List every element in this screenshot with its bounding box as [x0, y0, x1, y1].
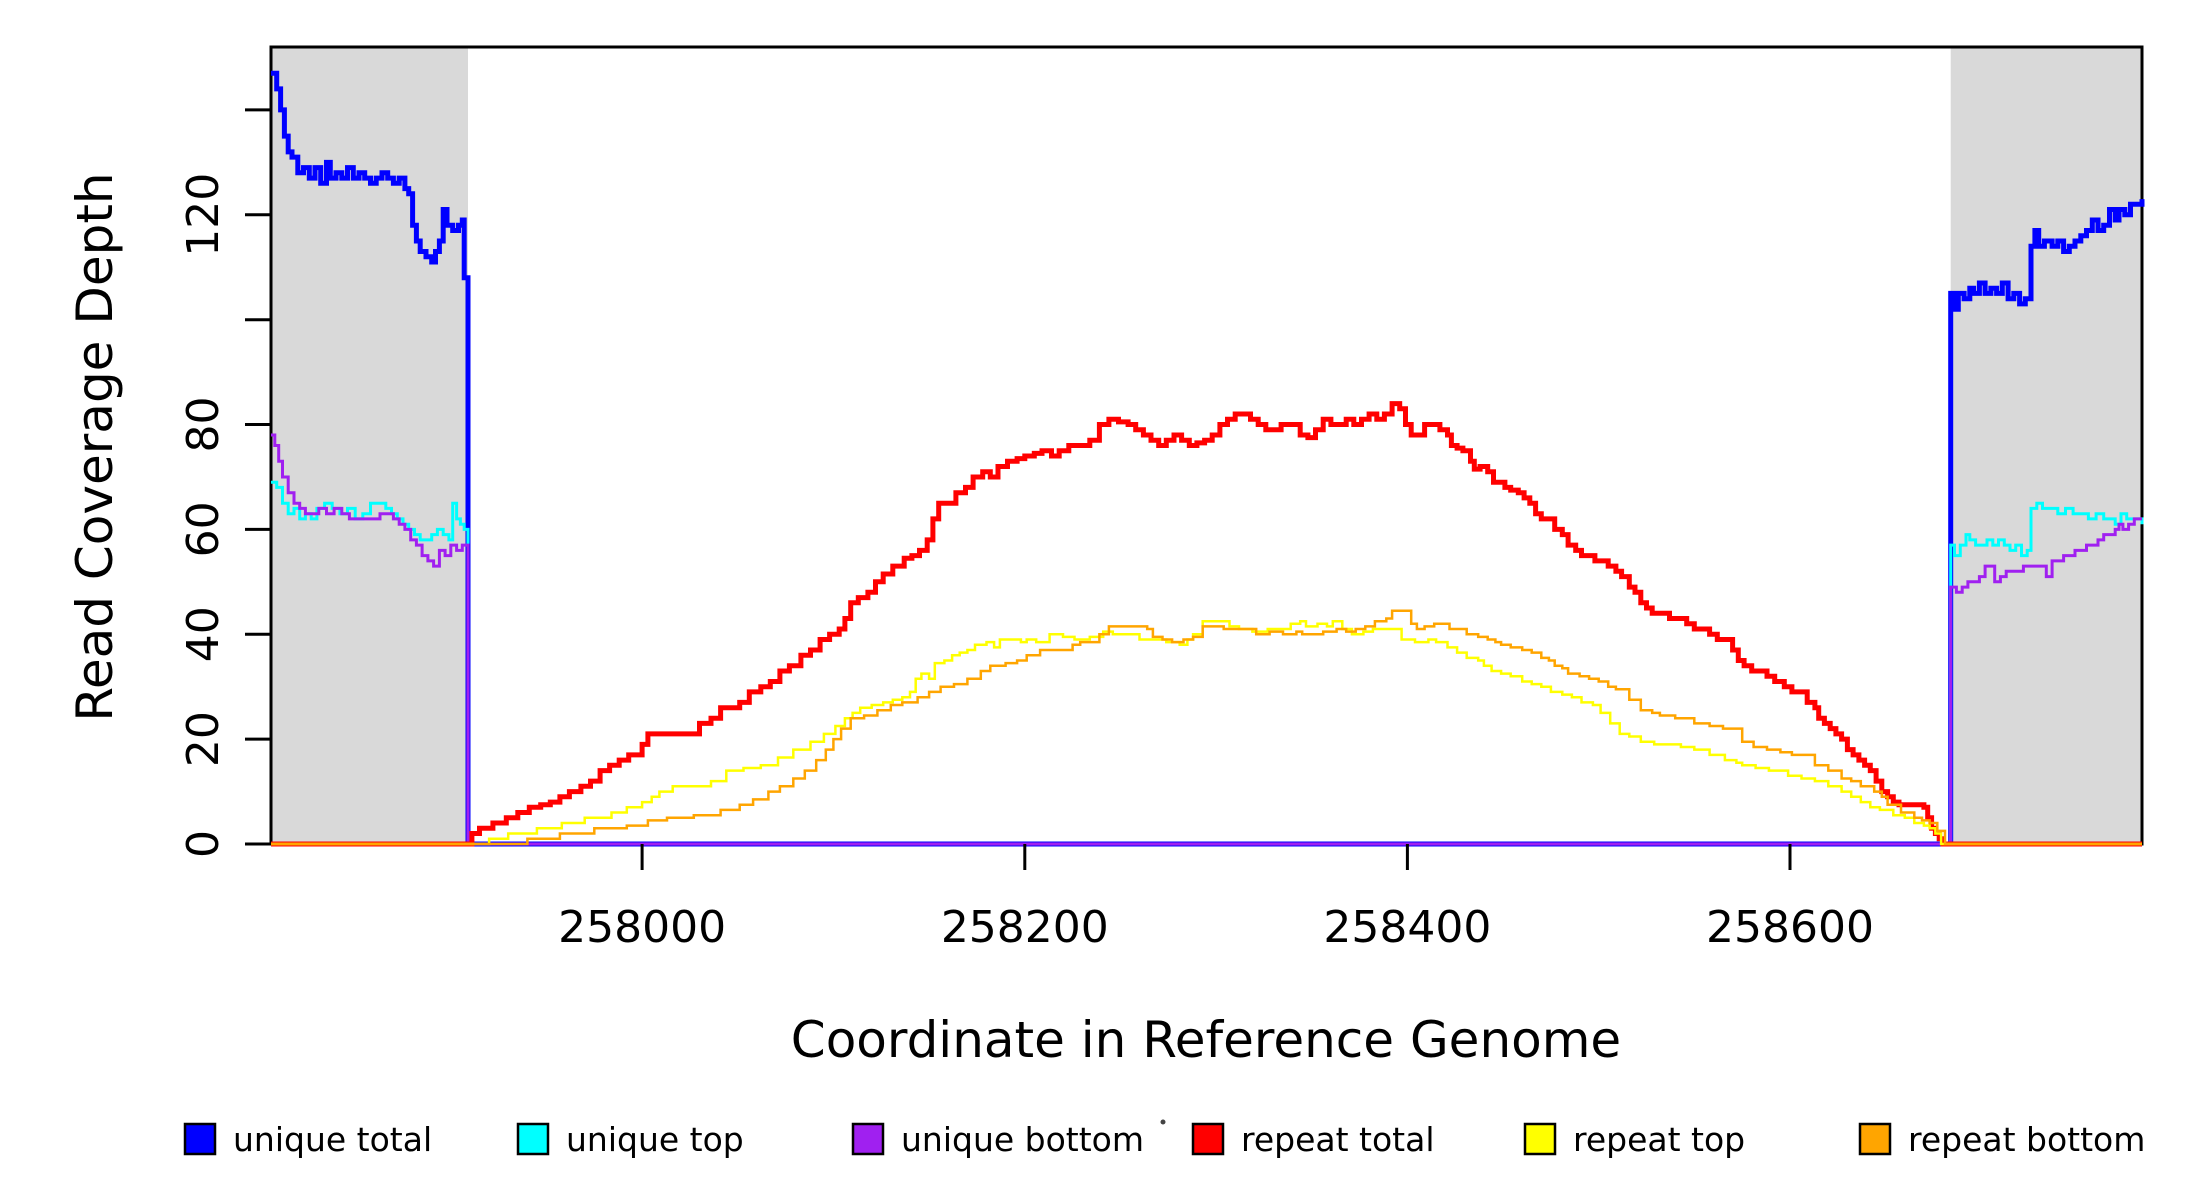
shaded-region [271, 47, 468, 844]
legend-label: repeat bottom [1908, 1120, 2145, 1159]
y-tick-label: 40 [178, 606, 229, 662]
y-axis: 0 20 40 60 80 120 [178, 108, 271, 858]
y-tick-label: 80 [178, 397, 229, 453]
legend-swatch [516, 1122, 550, 1156]
shaded-regions [271, 47, 2142, 844]
x-axis-title: Coordinate in Reference Genome [791, 1011, 1621, 1069]
series-repeat-bottom [271, 609, 2142, 846]
stray-dot [1160, 1119, 1166, 1125]
legend-label: unique top [566, 1120, 744, 1159]
legend-swatch [1191, 1122, 1225, 1156]
series-repeat-total [271, 401, 2142, 847]
legend-label: repeat top [1573, 1120, 1745, 1159]
legend: unique total unique top unique bottom repea… [183, 1120, 2145, 1159]
x-axis: 258000 258200 258400 258600 [558, 844, 1874, 953]
legend-item: unique bottom [851, 1120, 1144, 1159]
series-unique-total [271, 70, 2145, 847]
series-unique-bottom [271, 433, 2142, 846]
shaded-region [1950, 47, 2142, 844]
plot-border [269, 45, 2144, 846]
legend-item: unique top [516, 1120, 744, 1159]
x-tick-label: 258400 [1323, 902, 1491, 953]
legend-item: repeat top [1523, 1120, 1745, 1159]
legend-swatch [1523, 1122, 1557, 1156]
legend-swatch [1858, 1122, 1892, 1156]
y-tick-label: 20 [178, 711, 229, 767]
x-tick-label: 258000 [558, 902, 726, 953]
legend-swatch [183, 1122, 217, 1156]
y-tick-label: 60 [178, 501, 229, 557]
y-tick-label: 120 [178, 173, 229, 257]
x-tick-label: 258200 [941, 902, 1109, 953]
legend-label: unique bottom [901, 1120, 1144, 1159]
y-axis-title: Read Coverage Depth [66, 172, 124, 721]
x-tick-label: 258600 [1706, 902, 1874, 953]
series-repeat-top [271, 619, 2142, 846]
series-unique-top [271, 480, 2144, 846]
legend-item: unique total [183, 1120, 432, 1159]
legend-item: repeat bottom [1858, 1120, 2145, 1159]
legend-item: repeat total [1191, 1120, 1435, 1159]
legend-swatch [851, 1122, 885, 1156]
y-tick-label: 0 [178, 830, 229, 858]
legend-label: unique total [233, 1120, 432, 1159]
series-lines [271, 70, 2145, 847]
legend-label: repeat total [1241, 1120, 1435, 1159]
